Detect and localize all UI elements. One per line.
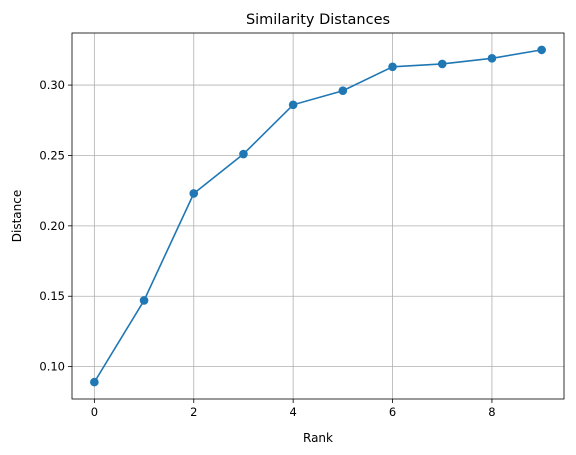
series-line (93, 49, 542, 383)
y-axis-label: Distance (10, 190, 24, 242)
data-point (487, 54, 497, 63)
y-tick-label: 0.15 (39, 289, 65, 303)
x-axis: 0 2 4 6 8 (91, 399, 496, 419)
chart-title: Similarity Distances (246, 12, 390, 28)
x-tick-label: 2 (190, 405, 197, 419)
data-point (288, 100, 298, 110)
grid (72, 33, 564, 399)
y-tick-label: 0.20 (39, 219, 65, 233)
data-point (139, 296, 149, 305)
data-point (388, 62, 397, 72)
y-tick-label: 0.30 (39, 78, 65, 92)
x-tick-label: 0 (91, 405, 98, 419)
y-tick-label: 0.25 (39, 148, 65, 162)
y-tick-label: 0.10 (39, 360, 65, 374)
data-point (537, 45, 546, 55)
series-layer (90, 45, 546, 387)
x-tick-label: 4 (289, 405, 296, 419)
data-point (90, 377, 99, 387)
data-point (239, 149, 248, 159)
x-axis-label: Rank (303, 431, 333, 445)
y-axis: 0.10 0.15 0.20 0.25 0.30 (39, 78, 72, 374)
plot-frame (71, 32, 565, 400)
x-tick-label: 6 (389, 405, 396, 419)
x-tick-label: 8 (488, 405, 495, 419)
data-point (189, 189, 199, 198)
data-point (437, 59, 447, 69)
data-point (338, 86, 348, 96)
